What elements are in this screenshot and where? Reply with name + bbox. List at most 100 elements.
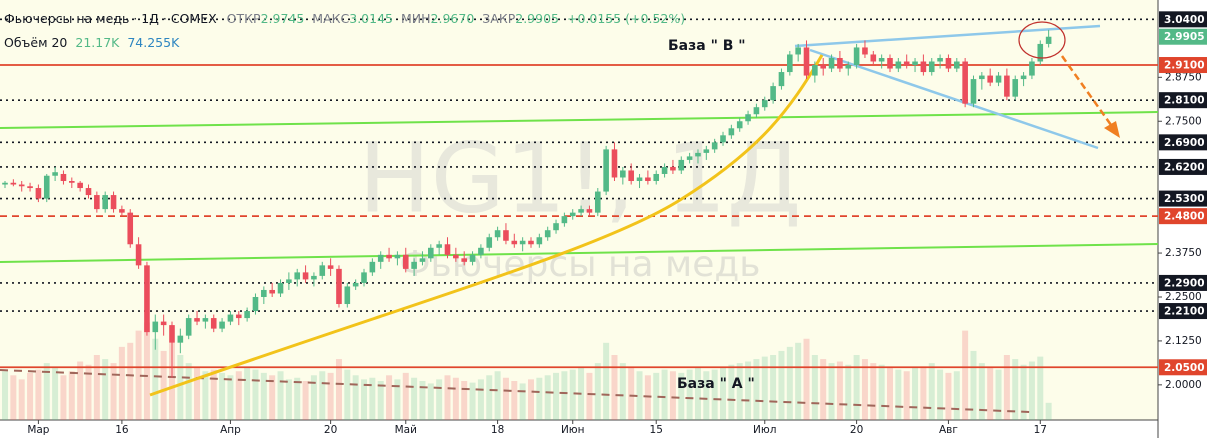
- candle-body: [252, 296, 259, 312]
- highlight-circle: [1018, 21, 1066, 59]
- volume-bar: [77, 361, 84, 420]
- volume-layer: [2, 322, 1052, 420]
- volume-bar: [402, 372, 409, 420]
- volume-bar: [745, 361, 752, 420]
- candle-body: [578, 209, 584, 213]
- volume-bar: [1003, 355, 1010, 420]
- volume-bar: [127, 342, 134, 420]
- volume-bar: [377, 381, 384, 420]
- candle-body: [135, 244, 142, 266]
- volume-bar: [728, 364, 735, 420]
- volume-bar: [210, 369, 217, 420]
- candle-body: [544, 230, 551, 238]
- volume-bar: [586, 372, 593, 420]
- candle-body: [286, 279, 292, 283]
- volume-bar: [319, 371, 326, 420]
- level-label-box: [1159, 303, 1207, 320]
- volume-bar: [970, 350, 977, 420]
- candle-body: [511, 240, 518, 245]
- volume-bar: [820, 359, 827, 420]
- volume-bar: [527, 379, 534, 420]
- volume-bar: [611, 355, 618, 420]
- volume-bar: [277, 371, 284, 420]
- level-label: 2.0500: [1164, 362, 1205, 374]
- candle-body: [453, 254, 459, 259]
- candle-body: [185, 318, 192, 336]
- candle-body: [820, 65, 827, 69]
- candle-body: [795, 47, 801, 55]
- level-label-box: [1159, 92, 1207, 109]
- candle-body: [10, 182, 17, 185]
- x-tick-label: 15: [650, 424, 663, 436]
- volume-bar: [770, 355, 777, 420]
- volume-bar: [302, 381, 309, 420]
- candle-body: [411, 261, 417, 269]
- volume-bar: [628, 367, 635, 420]
- y-tick-label: 2.0000: [1165, 379, 1202, 391]
- volume-bar: [786, 346, 793, 420]
- volume-bar: [519, 383, 526, 420]
- candle-body: [43, 175, 50, 199]
- candle-body: [770, 86, 776, 101]
- watermark-symbol: HG1!, 1Д: [358, 122, 801, 234]
- candle-body: [478, 247, 484, 255]
- volume-bar: [594, 363, 601, 420]
- volume-bar: [43, 363, 50, 420]
- candle-body: [160, 321, 167, 326]
- candle-body: [486, 237, 493, 248]
- volume-bar: [2, 371, 9, 420]
- candle-body: [536, 237, 543, 245]
- volume-bar: [644, 375, 651, 420]
- candle-body: [895, 61, 902, 69]
- volume-bar: [828, 363, 835, 420]
- volume-bar: [477, 379, 484, 420]
- candle-body: [812, 65, 818, 76]
- candle-body: [920, 61, 927, 73]
- candle-body: [912, 61, 918, 66]
- volume-bar: [502, 377, 509, 420]
- level-label-box: [1159, 134, 1207, 151]
- volume-bar: [928, 363, 935, 420]
- level-label: 3.0400: [1164, 14, 1205, 26]
- candle-body: [711, 142, 718, 150]
- trend-line: [809, 48, 1099, 150]
- volume-bar: [202, 371, 209, 420]
- annotation: База " А ": [677, 376, 755, 392]
- candle-body: [970, 79, 977, 104]
- volume-bar: [102, 359, 109, 420]
- candle-body: [327, 265, 334, 269]
- volume-bar: [285, 379, 292, 420]
- level-label: 2.2100: [1164, 306, 1205, 318]
- volume-bar: [978, 363, 985, 420]
- candle-body: [1045, 36, 1052, 44]
- candle-body: [787, 54, 793, 73]
- volume-bar: [853, 355, 860, 420]
- candle-body: [528, 240, 534, 245]
- candle-body: [736, 121, 743, 129]
- volume-bar: [1012, 359, 1019, 420]
- level-label: 2.8100: [1164, 95, 1205, 107]
- candle-body: [102, 195, 108, 210]
- level-label-box: [1159, 274, 1207, 291]
- time-axis-background: [0, 420, 1158, 438]
- level-label: 2.6200: [1164, 161, 1205, 173]
- candle-body: [953, 61, 960, 69]
- candle-body: [35, 188, 42, 199]
- volume-bar: [294, 377, 301, 420]
- volume-bar: [845, 364, 852, 420]
- volume-bar: [661, 369, 668, 420]
- y-tick-label: 2.8750: [1165, 71, 1202, 83]
- trend-line: [0, 111, 1159, 129]
- volume-bar: [886, 367, 893, 420]
- volume-bar: [369, 377, 376, 420]
- candle-body: [636, 177, 643, 182]
- volume-bar: [903, 371, 910, 420]
- candle-body: [611, 149, 618, 178]
- volume-bar: [35, 369, 42, 420]
- candle-body: [853, 47, 860, 66]
- volume-bar: [795, 342, 802, 420]
- volume-bar: [878, 364, 885, 420]
- candle-body: [1004, 75, 1010, 97]
- candle-body: [386, 254, 392, 259]
